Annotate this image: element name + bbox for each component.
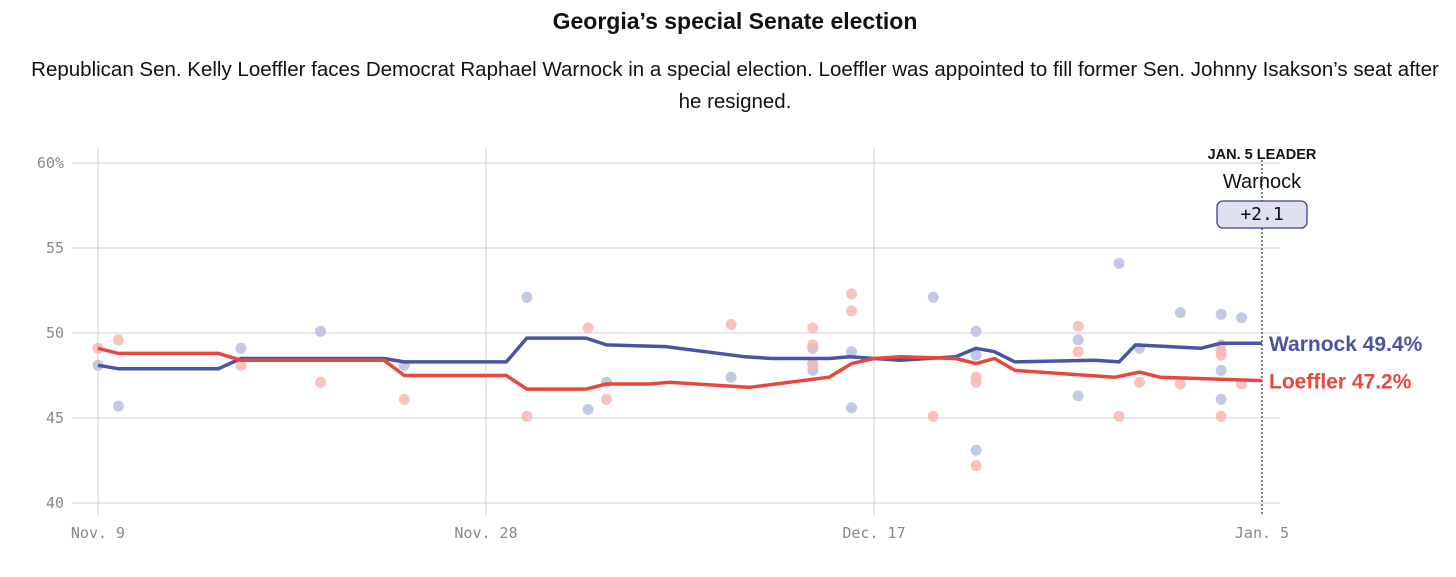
poll-dot-warnock [112, 400, 124, 412]
poll-dot-warnock [970, 349, 982, 361]
poll-dot-warnock [846, 346, 858, 358]
y-tick-label: 60% [37, 154, 64, 172]
poll-dot-loeffler [398, 393, 410, 405]
poll-dot-loeffler [582, 322, 594, 334]
poll-dot-loeffler [970, 460, 982, 472]
poll-dot-loeffler [725, 319, 737, 330]
poll-dot-warnock [970, 325, 982, 337]
poll-dot-loeffler [235, 359, 247, 371]
y-tick-label: 40 [46, 494, 64, 512]
poll-dot-loeffler [846, 288, 858, 300]
poll-dot-warnock [1215, 308, 1227, 320]
poll-dot-loeffler [1215, 410, 1227, 422]
x-tick-label: Nov. 9 [71, 524, 125, 542]
poll-dot-warnock [235, 342, 247, 354]
poll-dot-loeffler [521, 410, 533, 422]
poll-dot-warnock [521, 291, 533, 303]
y-tick-label: 55 [46, 239, 64, 257]
poll-dot-loeffler [600, 393, 612, 405]
poll-dot-warnock [1215, 393, 1227, 405]
poll-dot-warnock [315, 325, 327, 337]
poll-dot-warnock [846, 402, 858, 414]
end-label-loeffler: Loeffler 47.2% [1269, 371, 1412, 394]
leader-heading: JAN. 5 LEADER [1208, 147, 1317, 163]
poll-dot-loeffler [315, 376, 327, 388]
x-tick-label: Jan. 5 [1235, 524, 1289, 542]
poll-dot-loeffler [927, 410, 939, 422]
poll-dot-loeffler [112, 334, 124, 346]
poll-dot-warnock [970, 444, 982, 456]
average-line-loeffler [97, 346, 1263, 391]
average-line-warnock [97, 336, 1262, 371]
poll-dot-warnock [1072, 334, 1084, 346]
leader-margin-badge [1216, 200, 1308, 229]
poll-dot-loeffler [1174, 378, 1186, 390]
poll-dot-loeffler [1113, 410, 1125, 422]
poll-dot-loeffler [1133, 376, 1145, 388]
poll-dot-loeffler [807, 322, 819, 334]
poll-dot-warnock [582, 404, 594, 415]
y-tick-label: 45 [46, 409, 64, 427]
poll-dot-warnock [725, 371, 737, 383]
chart-title: Georgia’s special Senate election [552, 8, 918, 34]
end-label-warnock: Warnock 49.4% [1269, 333, 1423, 356]
poll-dot-loeffler [970, 376, 982, 388]
poll-dot-loeffler [1072, 346, 1084, 358]
poll-dot-loeffler [1072, 320, 1084, 332]
poll-dot-warnock [1072, 390, 1084, 402]
leader-margin: +2.1 [1240, 204, 1283, 225]
y-tick-label: 50 [46, 324, 64, 342]
poll-dot-loeffler [1215, 349, 1227, 361]
poll-dot-warnock [1113, 257, 1125, 269]
poll-dot-warnock [927, 291, 939, 303]
poll-dot-loeffler [846, 305, 858, 317]
x-tick-label: Nov. 28 [454, 524, 517, 542]
poll-dot-loeffler [807, 359, 819, 371]
poll-dot-loeffler [807, 339, 819, 351]
x-tick-label: Dec. 17 [842, 524, 905, 542]
poll-dot-warnock [1215, 364, 1227, 376]
chart-subtitle: Republican Sen. Kelly Loeffler faces Dem… [31, 58, 1439, 113]
leader-name: Warnock [1223, 171, 1302, 193]
poll-dot-warnock [1236, 312, 1248, 324]
poll-dot-warnock [1174, 307, 1186, 319]
